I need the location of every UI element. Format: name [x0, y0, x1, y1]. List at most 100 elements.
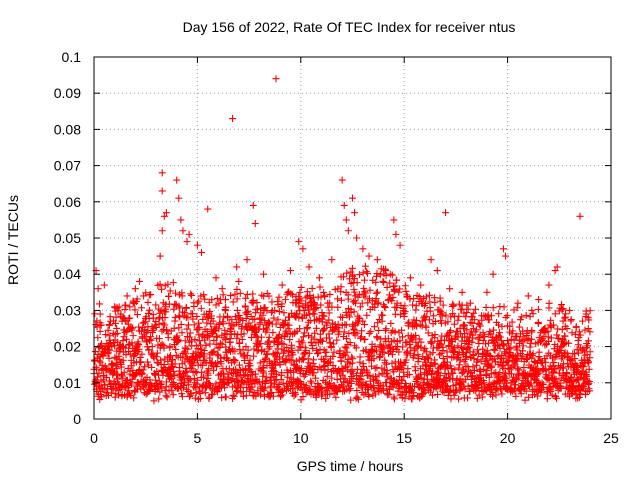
- data-point: [216, 319, 224, 327]
- data-point: [191, 335, 199, 343]
- data-point: [236, 384, 244, 392]
- y-tick-label: 0.05: [54, 230, 81, 246]
- data-point: [376, 271, 384, 279]
- data-point: [421, 344, 429, 352]
- data-point: [177, 216, 185, 224]
- data-point: [360, 276, 368, 284]
- data-point: [137, 358, 145, 366]
- data-point: [422, 313, 430, 321]
- data-point: [257, 333, 265, 341]
- data-point: [474, 356, 482, 364]
- data-point: [392, 230, 400, 238]
- data-point: [500, 354, 508, 362]
- data-point: [538, 336, 546, 344]
- data-point: [439, 301, 447, 309]
- data-point: [179, 227, 187, 235]
- data-point: [300, 350, 308, 358]
- data-point: [334, 295, 342, 303]
- x-tick-label: 10: [293, 430, 309, 446]
- data-point: [317, 383, 325, 391]
- data-point: [113, 324, 121, 332]
- data-point: [530, 358, 538, 366]
- data-point: [344, 355, 352, 363]
- grid-lines: [94, 57, 611, 419]
- data-point: [195, 337, 203, 345]
- data-point: [553, 263, 561, 271]
- data-point: [131, 285, 139, 293]
- data-point: [329, 352, 337, 360]
- data-point: [251, 370, 259, 378]
- data-point: [374, 319, 382, 327]
- data-point: [356, 353, 364, 361]
- data-point: [434, 390, 442, 398]
- data-point: [314, 293, 322, 301]
- data-point: [559, 317, 567, 325]
- data-point: [109, 361, 117, 369]
- data-point: [437, 384, 445, 392]
- data-point: [437, 317, 445, 325]
- data-point: [418, 299, 426, 307]
- data-point: [305, 349, 313, 357]
- data-point: [305, 359, 313, 367]
- data-point: [401, 395, 409, 403]
- data-point: [381, 303, 389, 311]
- data-point: [438, 309, 446, 317]
- data-point: [471, 305, 479, 313]
- data-point: [574, 394, 582, 402]
- data-point: [98, 361, 106, 369]
- data-point: [214, 344, 222, 352]
- data-point: [528, 306, 536, 314]
- data-point: [404, 365, 412, 373]
- data-point: [99, 352, 107, 360]
- data-point: [340, 350, 348, 358]
- data-point: [102, 374, 110, 382]
- data-point: [389, 294, 397, 302]
- data-point: [158, 187, 166, 195]
- data-point: [299, 339, 307, 347]
- data-point: [381, 359, 389, 367]
- data-point: [420, 385, 428, 393]
- data-point: [488, 362, 496, 370]
- data-point: [227, 330, 235, 338]
- data-point: [222, 393, 230, 401]
- data-point: [215, 299, 223, 307]
- data-point: [482, 303, 490, 311]
- data-point: [111, 353, 119, 361]
- data-point: [161, 314, 169, 322]
- data-point: [395, 348, 403, 356]
- data-point: [499, 363, 507, 371]
- data-point: [333, 376, 341, 384]
- data-point: [127, 325, 135, 333]
- data-point: [431, 299, 439, 307]
- data-point: [511, 387, 519, 395]
- data-point: [558, 326, 566, 334]
- data-point: [525, 382, 533, 390]
- data-point: [500, 342, 508, 350]
- data-point: [582, 371, 590, 379]
- data-point: [162, 378, 170, 386]
- data-point: [184, 345, 192, 353]
- data-point: [522, 311, 530, 319]
- data-point: [475, 320, 483, 328]
- data-point: [158, 340, 166, 348]
- data-point: [566, 306, 574, 314]
- data-point: [457, 343, 465, 351]
- data-point: [168, 375, 176, 383]
- data-point: [528, 351, 536, 359]
- data-point: [337, 357, 345, 365]
- data-point: [195, 331, 203, 339]
- data-point: [279, 379, 287, 387]
- data-point: [231, 290, 239, 298]
- data-point: [524, 292, 532, 300]
- data-point: [96, 310, 104, 318]
- data-point: [219, 320, 227, 328]
- data-point: [359, 317, 367, 325]
- data-point: [349, 355, 357, 363]
- data-point: [168, 363, 176, 371]
- data-point: [566, 357, 574, 365]
- data-point: [249, 201, 257, 209]
- data-point: [129, 324, 137, 332]
- data-point: [242, 366, 250, 374]
- data-point: [115, 355, 123, 363]
- data-point: [260, 304, 268, 312]
